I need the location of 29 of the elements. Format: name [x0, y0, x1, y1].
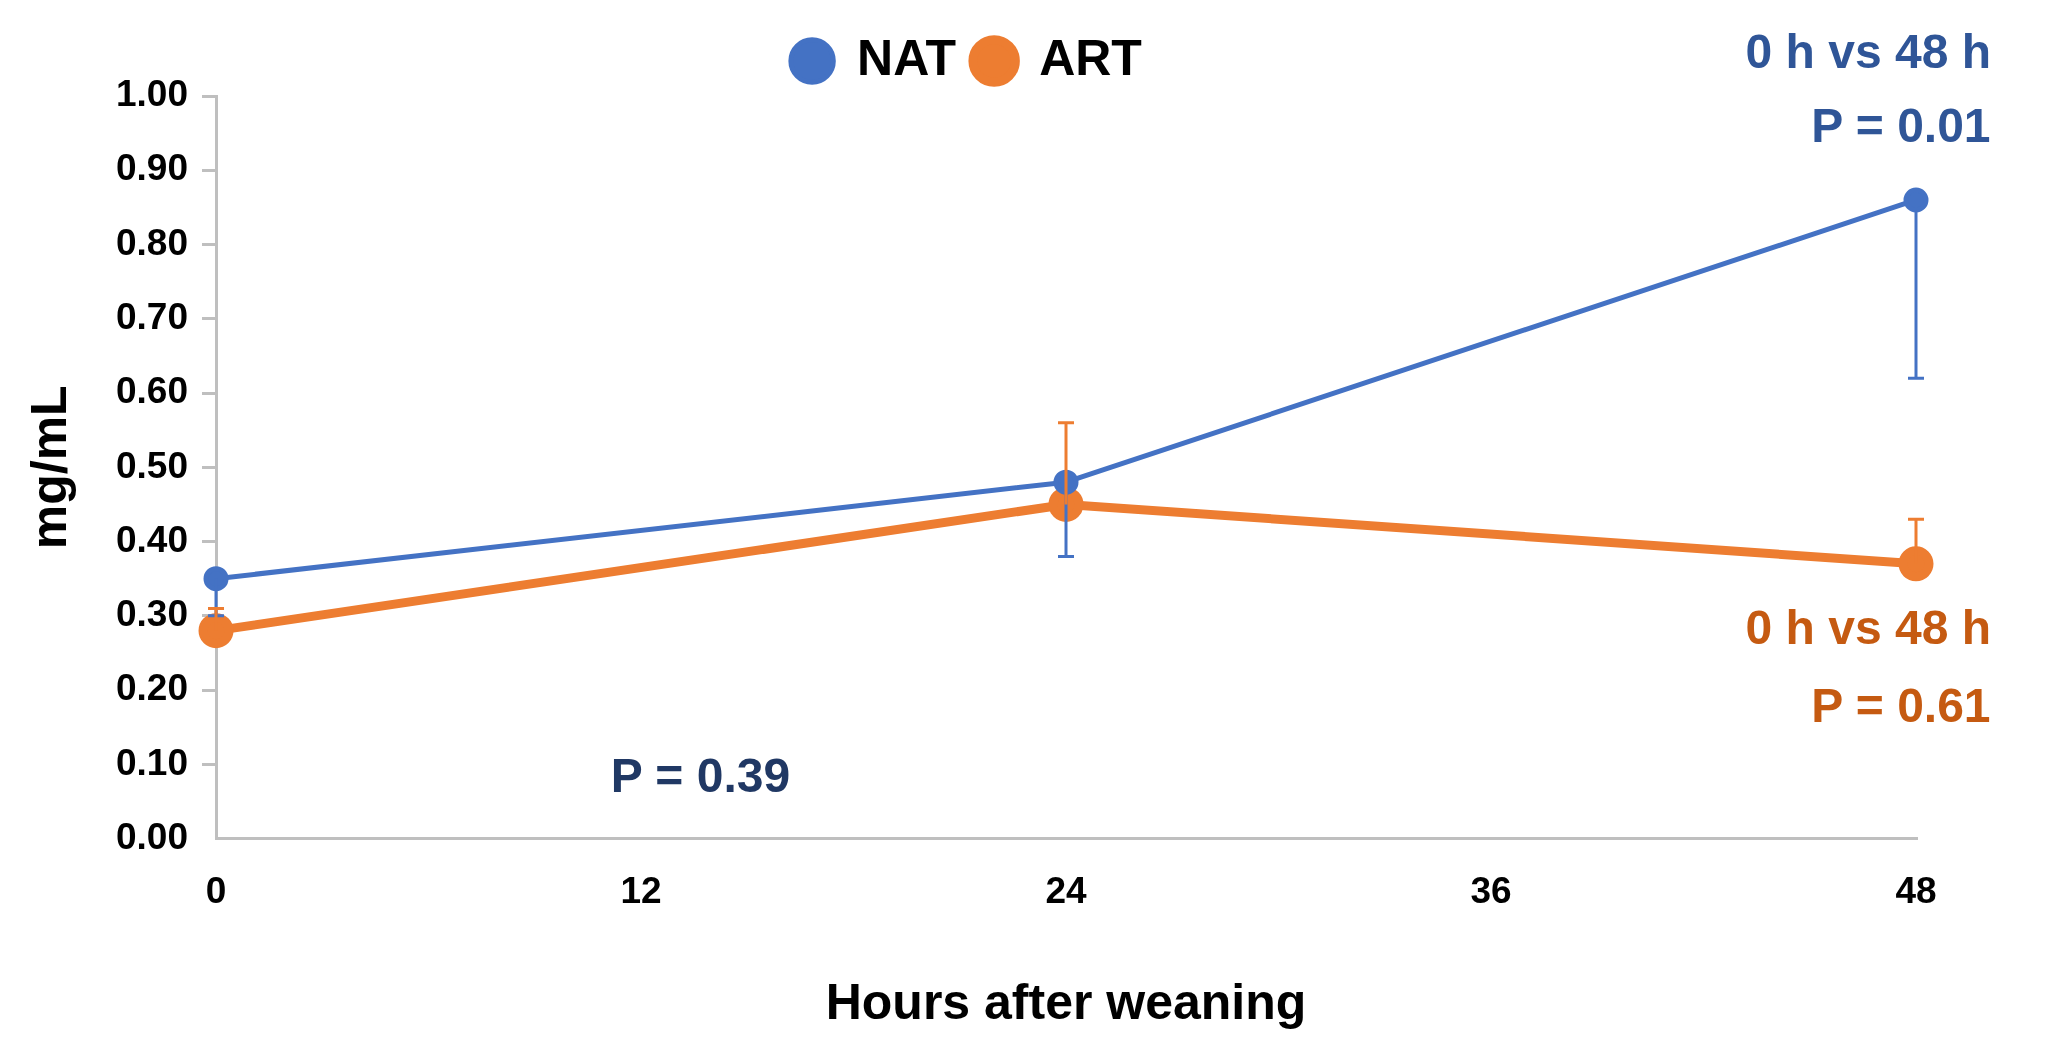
y-tick-label: 1.00	[116, 73, 189, 115]
legend-label: ART	[1039, 29, 1142, 86]
y-tick-label: 0.60	[116, 370, 189, 412]
annotation: 0 h vs 48 h	[1745, 600, 1991, 654]
y-tick-label: 0.20	[116, 667, 189, 709]
y-tick-label: 0.70	[116, 295, 189, 337]
y-tick-label: 0.40	[116, 518, 189, 560]
x-tick-label: 36	[1470, 870, 1512, 911]
text: 0 h vs 48 h	[1745, 24, 1991, 78]
y-tick-label: 0.00	[116, 815, 189, 857]
y-tick-label: 0.90	[116, 147, 189, 189]
point	[1903, 187, 1929, 213]
y-tick-label: 0.50	[116, 444, 189, 486]
y-tick-label: 0.80	[116, 221, 189, 263]
y-tick-label: 0.30	[116, 593, 189, 635]
point	[198, 613, 234, 649]
y-tick-label: 0.10	[116, 741, 189, 783]
annotation: P = 0.01	[1811, 98, 1991, 152]
x-tick-label: 48	[1895, 870, 1937, 911]
x-axis-title: Hours after weaning	[825, 973, 1307, 1030]
annotation: P = 0.39	[610, 749, 791, 803]
annotation: P = 0.61	[1811, 678, 1991, 732]
point	[203, 566, 229, 592]
y-axis-title: mg/mL	[20, 385, 77, 550]
x-tick-label: 24	[1045, 870, 1088, 911]
x-tick-label: 12	[620, 870, 662, 911]
legend-label: NAT	[857, 29, 957, 86]
point	[1898, 546, 1934, 582]
x-tick-label: 0	[205, 870, 227, 911]
